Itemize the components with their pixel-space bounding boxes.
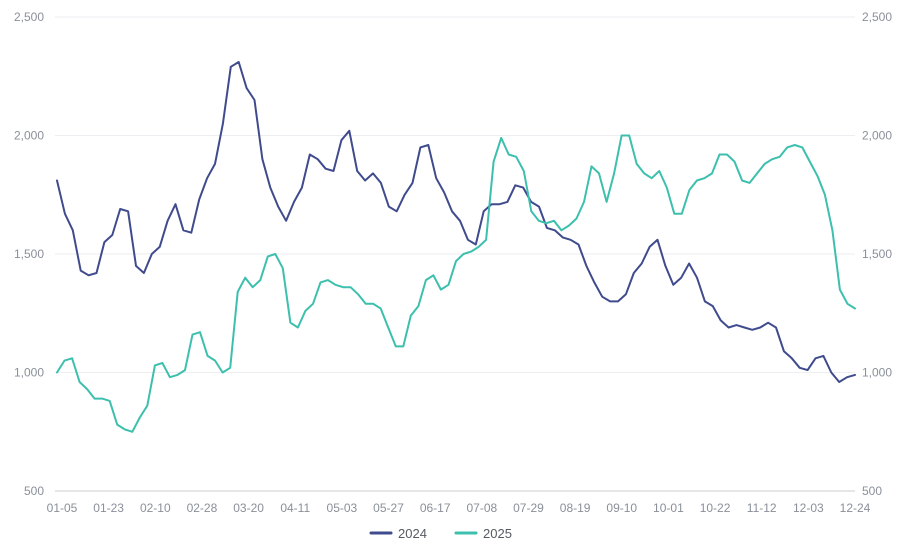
legend-label-2024: 2024 — [398, 526, 427, 541]
y-tick-label-left: 500 — [24, 484, 44, 498]
x-tick-label: 07-08 — [466, 501, 497, 515]
y-axis-left: 500 1,000 1,500 2,000 2,500 — [14, 10, 44, 498]
gridlines — [55, 16, 855, 492]
x-tick-label: 11-12 — [747, 501, 777, 515]
x-tick-label: 09-10 — [606, 501, 637, 515]
y-tick-label-right: 2,000 — [862, 129, 892, 143]
y-tick-label-left: 2,500 — [14, 10, 44, 24]
y-tick-label-right: 1,500 — [862, 247, 892, 261]
x-tick-label: 10-01 — [653, 501, 684, 515]
x-tick-label: 02-10 — [140, 501, 171, 515]
x-tick-label: 01-23 — [93, 501, 124, 515]
x-tick-label: 12-24 — [840, 501, 871, 515]
series-line-2024 — [56, 61, 856, 383]
x-tick-label: 01-05 — [47, 501, 78, 515]
y-tick-label-right: 1,000 — [862, 366, 892, 380]
legend-label-2025: 2025 — [483, 526, 512, 541]
x-tick-label: 04-11 — [280, 501, 310, 515]
x-tick-label: 03-20 — [233, 501, 264, 515]
series-lines — [56, 61, 856, 433]
y-tick-label-left: 1,000 — [14, 366, 44, 380]
y-tick-label-right: 2,500 — [862, 10, 892, 24]
x-tick-label: 06-17 — [420, 501, 451, 515]
y-tick-label-left: 2,000 — [14, 129, 44, 143]
x-tick-label: 05-03 — [327, 501, 358, 515]
series-line-2025 — [56, 134, 856, 433]
x-tick-label: 10-22 — [700, 501, 731, 515]
x-tick-label: 07-29 — [513, 501, 544, 515]
y-axis-right: 500 1,000 1,500 2,000 2,500 — [862, 10, 892, 498]
x-tick-label: 05-27 — [373, 501, 404, 515]
legend: 2024 2025 — [369, 526, 512, 541]
y-tick-label-right: 500 — [862, 484, 882, 498]
y-tick-label-left: 1,500 — [14, 247, 44, 261]
x-tick-label: 02-28 — [187, 501, 218, 515]
x-tick-label: 12-03 — [793, 501, 824, 515]
x-tick-label: 08-19 — [560, 501, 591, 515]
x-axis: 01-05 01-23 02-10 02-28 03-20 04-11 05-03 05-27… — [47, 501, 871, 515]
